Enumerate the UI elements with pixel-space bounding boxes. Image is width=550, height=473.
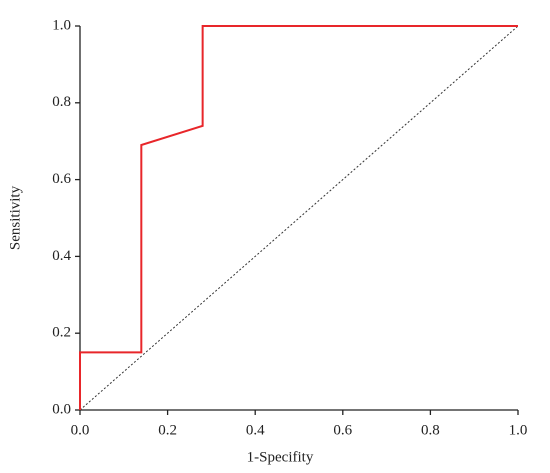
x-tick-label: 0.8 [421,422,440,438]
roc-line [79,25,519,411]
y-tick-label: 0.8 [52,94,71,110]
x-tick-label: 0.0 [71,422,90,438]
x-tick-label: 0.2 [158,422,177,438]
roc-line [79,25,518,410]
x-axis-label: 1-Specifity [247,449,314,465]
x-tick-label: 0.4 [246,422,265,438]
x-tick-label: 0.6 [333,422,352,438]
x-tick-label: 1.0 [509,422,528,438]
y-tick-label: 0.2 [52,325,71,341]
y-tick-label: 0.0 [52,401,71,417]
y-tick-label: 0.6 [52,171,71,187]
y-axis-label: Sensitivity [7,185,23,250]
y-tick-label: 1.0 [52,17,71,33]
y-tick-label: 0.4 [52,248,71,264]
